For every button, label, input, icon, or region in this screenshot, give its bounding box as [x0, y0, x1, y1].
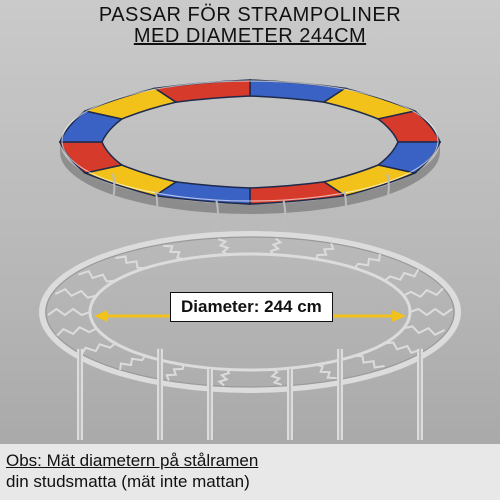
note-line1: Obs: Mät diametern på stålramen [6, 451, 258, 470]
spring [355, 356, 385, 368]
title-block: PASSAR FÖR STRAMPOLINER MED DIAMETER 244… [0, 4, 500, 48]
spring [410, 309, 452, 315]
note-block: Obs: Mät diametern på stålramen din stud… [0, 444, 500, 500]
title-line2: MED DIAMETER 244CM [0, 25, 500, 48]
spring [48, 309, 90, 315]
diagram-stage: Diameter: 244 cm [0, 60, 500, 430]
spring [55, 289, 96, 297]
spring [316, 243, 333, 259]
spring [82, 343, 116, 354]
spring [219, 369, 229, 385]
spring [120, 356, 145, 370]
spring [385, 343, 422, 353]
spring [115, 257, 145, 269]
spring [78, 271, 115, 281]
spring [404, 326, 445, 334]
diagram-svg [0, 60, 500, 440]
safety-pad [60, 80, 440, 231]
spring [218, 239, 228, 254]
spring [355, 254, 380, 268]
title-line1: PASSAR FÖR STRAMPOLINER [0, 4, 500, 27]
spring [316, 365, 336, 378]
spring [57, 327, 96, 335]
spring [404, 288, 443, 296]
note-line2: din studsmatta (mät inte mattan) [6, 472, 250, 491]
spring [271, 238, 281, 254]
trampoline-frame [42, 234, 458, 440]
spring [163, 246, 183, 259]
spring [385, 269, 419, 280]
spring [272, 369, 282, 384]
diameter-label: Diameter: 244 cm [170, 292, 333, 322]
spring [167, 365, 184, 381]
